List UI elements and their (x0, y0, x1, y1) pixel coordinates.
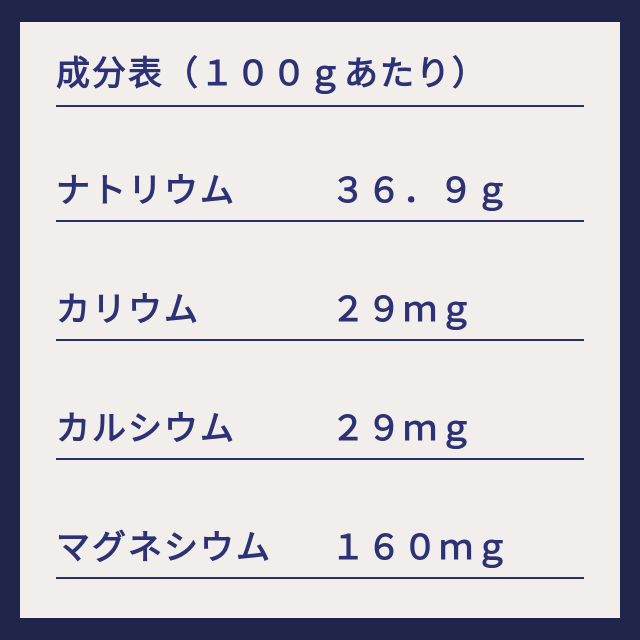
nutrition-label: 成分表（１００ｇあたり） ナトリウム ３６．９ｇ カリウム ２９ｍｇ カルシウム… (20, 22, 620, 618)
nutrient-row: マグネシウム １６０ｍｇ (56, 520, 584, 579)
nutrient-name: マグネシウム (56, 520, 331, 569)
nutrient-row: ナトリウム ３６．９ｇ (56, 163, 584, 222)
header-row: 成分表（１００ｇあたり） (56, 46, 584, 107)
header-text: 成分表（１００ｇあたり） (56, 55, 488, 93)
nutrient-value: ２９ｍｇ (331, 282, 475, 331)
nutrient-name: カリウム (56, 282, 331, 331)
nutrient-row: カルシウム ２９ｍｇ (56, 401, 584, 460)
nutrient-name: ナトリウム (56, 163, 331, 212)
nutrient-row: カリウム ２９ｍｇ (56, 282, 584, 341)
nutrient-value: ３６．９ｇ (331, 163, 511, 212)
nutrient-value: ２９ｍｇ (331, 401, 475, 450)
nutrient-value: １６０ｍｇ (331, 520, 511, 569)
ghost-text (80, 118, 410, 162)
nutrient-name: カルシウム (56, 401, 331, 450)
